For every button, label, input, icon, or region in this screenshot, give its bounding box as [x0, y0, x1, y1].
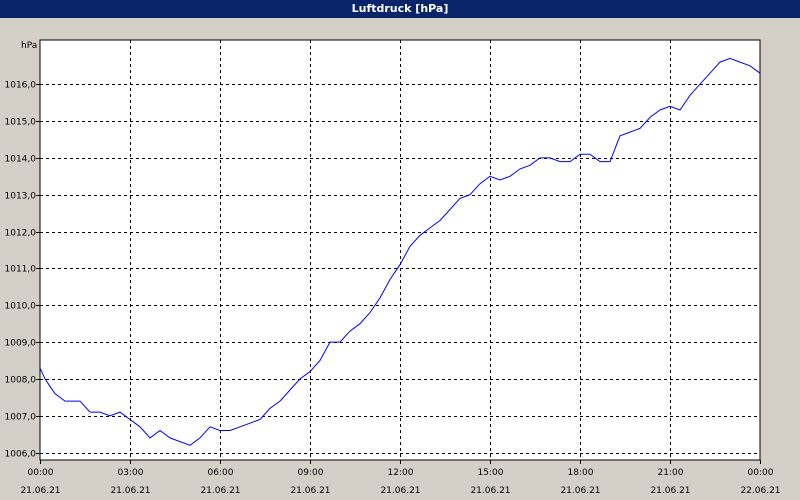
x-tick-date-label: 21.06.21 — [20, 486, 60, 496]
x-tick-time-label: 18:00 — [568, 468, 594, 478]
x-tick-time-label: 21:00 — [658, 468, 684, 478]
y-tick-label: 1012,0 — [5, 229, 37, 239]
x-tick-date-label: 21.06.21 — [470, 486, 510, 496]
x-tick-date-label: 21.06.21 — [200, 486, 240, 496]
x-tick-date-label: 21.06.21 — [380, 486, 420, 496]
x-tick-date-label: 21.06.21 — [650, 486, 690, 496]
x-tick-time-label: 03:00 — [118, 468, 144, 478]
y-tick-label: 1016,0 — [5, 81, 37, 91]
x-tick-date-label: 21.06.21 — [110, 486, 150, 496]
y-tick-label: 1014,0 — [5, 155, 37, 165]
x-tick-time-label: 15:00 — [478, 468, 504, 478]
x-tick-date-label: 21.06.21 — [290, 486, 330, 496]
x-tick-time-label: 06:00 — [208, 468, 234, 478]
y-axis-label: hPa — [21, 41, 37, 51]
x-tick-time-label: 12:00 — [388, 468, 414, 478]
y-tick-label: 1009,0 — [5, 339, 37, 349]
y-tick-label: 1006,0 — [5, 450, 37, 460]
y-tick-label: 1010,0 — [5, 302, 37, 312]
x-tick-date-label: 22.06.21 — [740, 486, 780, 496]
y-tick-label: 1013,0 — [5, 192, 37, 202]
x-tick-time-label: 00:00 — [748, 468, 774, 478]
y-tick-label: 1007,0 — [5, 413, 37, 423]
window-title: Luftdruck [hPa] — [0, 0, 800, 18]
y-tick-label: 1011,0 — [5, 265, 37, 275]
x-tick-date-label: 21.06.21 — [560, 486, 600, 496]
y-tick-label: 1008,0 — [5, 376, 37, 386]
line-chart: hPa 1006,0 1007,0 1008,0 1009,0 1010,0 1011,0… — [5, 39, 781, 496]
series-line — [39, 57, 761, 446]
x-tick-time-label: 00:00 — [28, 468, 54, 478]
y-tick-label: 1015,0 — [5, 118, 37, 128]
x-tick-time-label: 09:00 — [298, 468, 324, 478]
